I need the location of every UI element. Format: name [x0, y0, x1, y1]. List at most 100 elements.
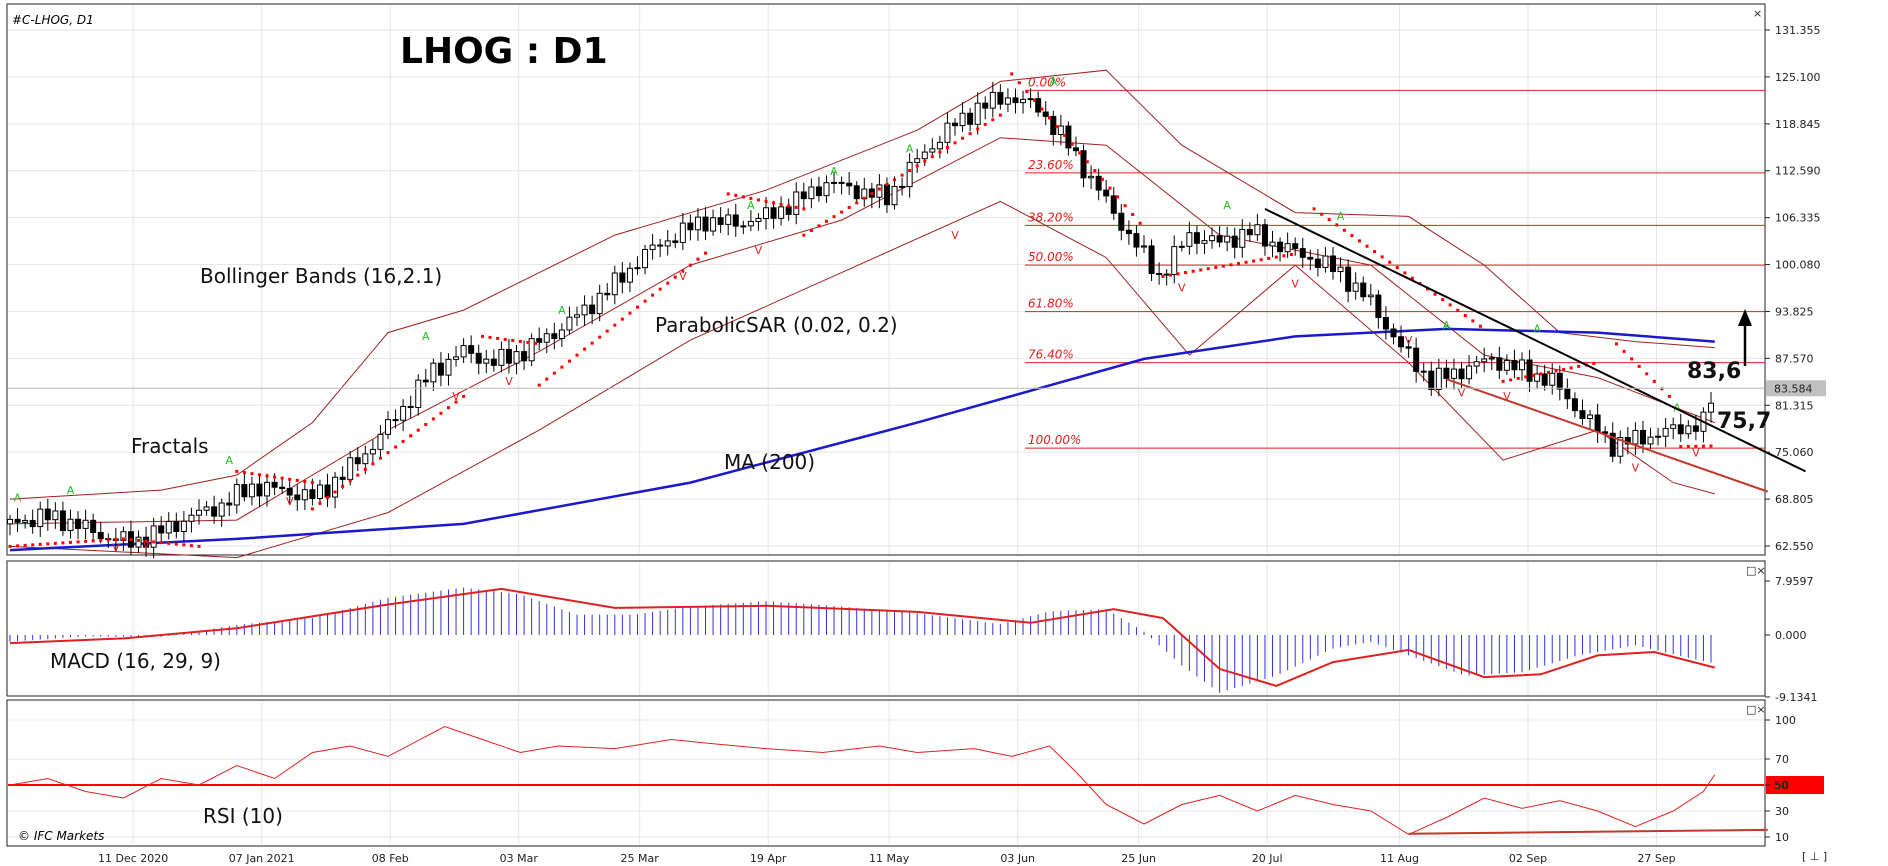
trend-support-line — [1446, 378, 1769, 493]
sar-dot — [1168, 273, 1172, 277]
sar-dot — [1448, 303, 1452, 307]
sar-dot — [76, 540, 80, 544]
candle-body — [1337, 266, 1344, 273]
candle-body — [1685, 425, 1692, 435]
candle-body — [392, 419, 399, 422]
sar-dot — [454, 400, 458, 404]
sar-dot — [496, 336, 500, 340]
main-panel-frame — [6, 3, 1766, 556]
candle-body — [1133, 233, 1140, 248]
candle-body — [1458, 368, 1465, 380]
sar-dot — [938, 150, 942, 154]
candle-body — [1178, 245, 1185, 248]
candle-body — [846, 182, 853, 187]
sar-dot — [1652, 379, 1656, 383]
candle-body — [1473, 361, 1480, 367]
candle-body — [589, 304, 596, 315]
candle-body — [90, 519, 97, 534]
sar-dot — [356, 473, 360, 477]
price-tick-label: 93.825 — [1775, 305, 1814, 318]
sar-dot — [772, 201, 776, 205]
candle-body — [37, 508, 44, 528]
candle-body — [279, 486, 286, 489]
candle-body — [725, 214, 732, 225]
close-icon[interactable]: × — [1753, 7, 1762, 20]
candle-body — [952, 122, 958, 127]
candle-body — [120, 531, 127, 541]
sar-dot — [673, 275, 677, 279]
candle-body — [1692, 425, 1699, 432]
rsi-window-icons[interactable]: □× — [1746, 703, 1766, 716]
fractal-down-marker: V — [1178, 281, 1186, 294]
fractal-up-marker: A — [558, 304, 566, 317]
sar-dot — [1701, 444, 1705, 448]
sar-dot — [1274, 255, 1278, 259]
candle-body — [1466, 365, 1473, 380]
sar-dot — [1070, 142, 1074, 146]
fib-level-label: 76.40% — [1028, 348, 1074, 362]
sar-dot — [870, 192, 874, 196]
sar-dot — [991, 118, 995, 122]
time-tick-label: 25 Mar — [621, 852, 660, 865]
candle-body — [596, 292, 603, 315]
candle-body — [173, 520, 180, 533]
candle-body — [483, 358, 490, 364]
sar-dot — [446, 406, 450, 410]
candle-body — [876, 184, 883, 198]
sar-dot — [31, 543, 35, 547]
candle-body — [710, 217, 717, 232]
fractal-up-marker: A — [67, 484, 75, 497]
sar-dot — [877, 187, 881, 191]
sar-dot — [189, 544, 193, 548]
sar-dot — [526, 340, 530, 344]
candle-body — [415, 379, 422, 408]
candle-body — [67, 518, 74, 532]
sar-dot — [1335, 223, 1339, 227]
sar-dot — [1312, 207, 1316, 211]
sar-dot — [1131, 212, 1135, 216]
candle-body — [1481, 358, 1488, 363]
candle-body — [180, 520, 187, 533]
sar-dot — [1040, 107, 1044, 111]
candle-body — [294, 494, 301, 501]
trend-resistance-line — [1264, 207, 1806, 473]
macd-tick-label: 7.9597 — [1775, 575, 1814, 588]
candle-body — [1201, 240, 1208, 244]
sar-dot — [862, 196, 866, 200]
candle-body — [1050, 115, 1057, 136]
candle-body — [687, 222, 694, 231]
candle-body — [158, 525, 165, 534]
sar-dot — [1350, 234, 1354, 238]
sar-dot — [1010, 72, 1014, 76]
time-tick-label: 25 Jun — [1121, 852, 1156, 865]
candle-body — [989, 91, 996, 109]
sar-dot — [303, 480, 307, 484]
candle-body — [1103, 189, 1110, 197]
candle-body — [1587, 414, 1594, 419]
corner-button[interactable]: [ ⊥ ] — [1802, 850, 1827, 863]
price-tick-label: 75.060 — [1775, 446, 1814, 459]
sar-dot — [333, 490, 337, 494]
sar-dot — [1388, 260, 1392, 264]
sar-dot — [1554, 369, 1558, 373]
candle-body — [558, 329, 565, 339]
time-tick-label: 07 Jan 2021 — [229, 852, 295, 865]
time-tick-label: 19 Apr — [750, 852, 787, 865]
sar-dot — [1252, 259, 1256, 263]
sar-dot — [250, 472, 254, 476]
candle-body — [581, 304, 588, 316]
macd-window-icons[interactable]: □× — [1746, 564, 1766, 577]
candle-body — [1012, 97, 1019, 104]
sar-dot — [84, 539, 88, 543]
candle-body — [1677, 424, 1684, 435]
candle-body — [1556, 372, 1563, 390]
candle-body — [906, 161, 913, 188]
sar-dot — [1123, 204, 1127, 208]
macd-signal-line — [9, 587, 1716, 687]
label-parabolic: ParabolicSAR (0.02, 0.2) — [655, 313, 898, 337]
sar-dot — [533, 341, 537, 345]
candle-body — [1292, 243, 1299, 250]
candle-body — [286, 487, 293, 496]
sar-dot — [537, 383, 541, 387]
